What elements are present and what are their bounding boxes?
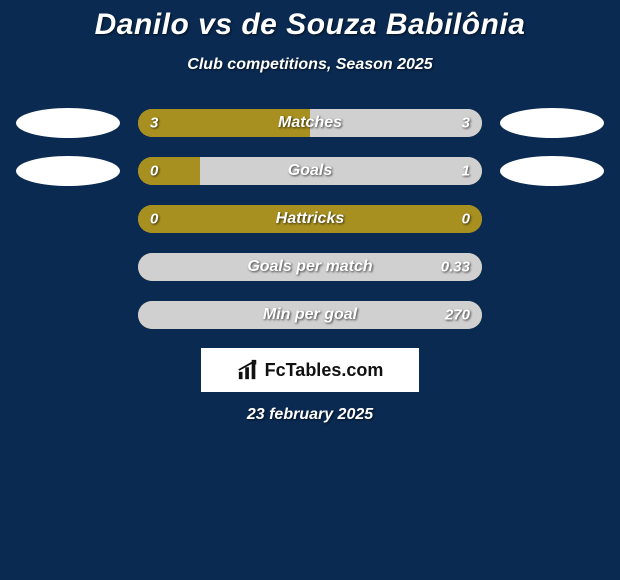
subtitle: Club competitions, Season 2025 — [0, 56, 620, 74]
stat-rows: Matches 3 3 Goals 0 1 Hattricks 0 0 Goals per mat… — [0, 108, 620, 330]
stat-value-left: 0 — [150, 163, 158, 180]
stat-row: Matches 3 3 — [0, 108, 620, 138]
stat-row: Hattricks 0 0 — [0, 204, 620, 234]
left-ellipse — [16, 156, 120, 186]
stat-bar: Goals 0 1 — [138, 157, 482, 185]
logo-text: FcTables.com — [265, 360, 384, 381]
stat-label: Min per goal — [263, 306, 357, 324]
stat-value-right: 1 — [462, 163, 470, 180]
stat-bar: Goals per match 0.33 — [138, 253, 482, 281]
stat-row: Goals per match 0.33 — [0, 252, 620, 282]
comparison-panel: Danilo vs de Souza Babilônia Club compet… — [0, 0, 620, 424]
bar-right-segment — [200, 157, 482, 185]
bar-chart-icon — [237, 359, 259, 381]
page-title: Danilo vs de Souza Babilônia — [0, 8, 620, 42]
logo-box[interactable]: FcTables.com — [201, 348, 419, 392]
stat-bar: Min per goal 270 — [138, 301, 482, 329]
stat-row: Goals 0 1 — [0, 156, 620, 186]
stat-value-left: 0 — [150, 211, 158, 228]
stat-value-right: 0.33 — [441, 259, 470, 276]
stat-bar: Hattricks 0 0 — [138, 205, 482, 233]
stat-value-right: 0 — [462, 211, 470, 228]
stat-row: Min per goal 270 — [0, 300, 620, 330]
right-ellipse — [500, 156, 604, 186]
stat-label: Goals per match — [247, 258, 372, 276]
left-ellipse — [16, 108, 120, 138]
stat-label: Goals — [288, 162, 332, 180]
stat-value-right: 3 — [462, 115, 470, 132]
bar-left-segment — [138, 157, 200, 185]
right-ellipse — [500, 108, 604, 138]
stat-label: Hattricks — [276, 210, 344, 228]
stat-value-left: 3 — [150, 115, 158, 132]
stat-bar: Matches 3 3 — [138, 109, 482, 137]
date-label: 23 february 2025 — [0, 406, 620, 424]
stat-label: Matches — [278, 114, 342, 132]
stat-value-right: 270 — [445, 307, 470, 324]
